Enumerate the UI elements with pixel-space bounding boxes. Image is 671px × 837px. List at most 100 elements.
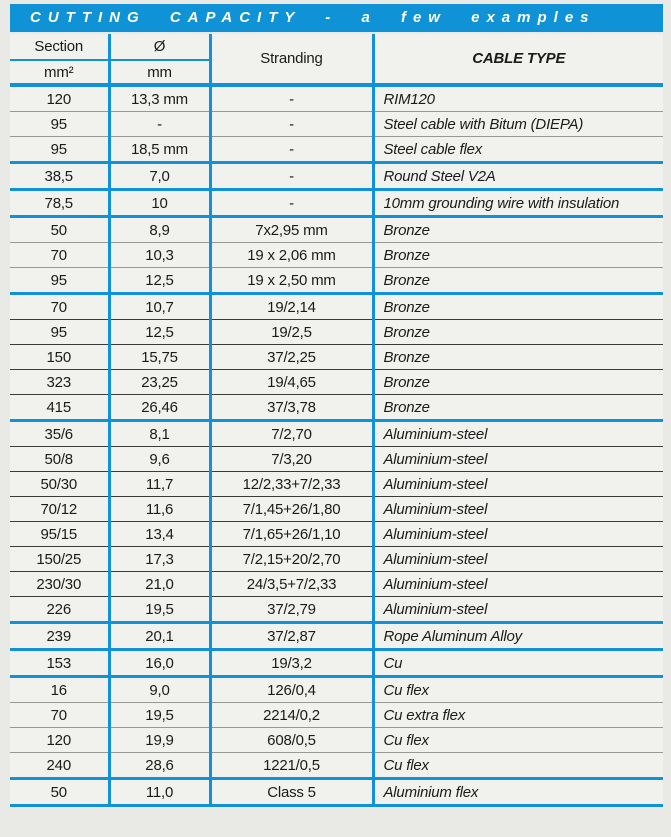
cell-stranding: - <box>210 162 375 191</box>
table-row: 153 16,0 19/3,2 Cu <box>10 649 663 678</box>
cell-cable-type: Aluminium-steel <box>373 420 663 447</box>
table-row: 239 20,1 37/2,87 Rope Aluminum Alloy <box>10 622 663 651</box>
cell-cable-type: Aluminium flex <box>373 778 663 807</box>
cell-cable-type: Cu flex <box>373 727 663 753</box>
header-cable-type: CABLE TYPE <box>373 34 663 87</box>
table-row: 38,5 7,0 - Round Steel V2A <box>10 162 663 191</box>
cell-diameter: - <box>109 111 212 137</box>
cell-stranding: 19/2,14 <box>210 293 375 320</box>
cell-cable-type: Bronze <box>373 319 663 345</box>
cell-cable-type: Bronze <box>373 369 663 395</box>
cell-section: 35/6 <box>10 420 111 447</box>
cell-diameter: 20,1 <box>109 622 212 651</box>
cell-stranding: 37/2,79 <box>210 596 375 624</box>
cell-diameter: 7,0 <box>109 162 212 191</box>
table-row: 50 8,9 7x2,95 mm Bronze <box>10 216 663 243</box>
cell-stranding: 37/2,87 <box>210 622 375 651</box>
cell-cable-type: Rope Aluminum Alloy <box>373 622 663 651</box>
cell-section: 239 <box>10 622 111 651</box>
cell-stranding: 19/4,65 <box>210 369 375 395</box>
cell-diameter: 21,0 <box>109 571 212 597</box>
cell-stranding: 24/3,5+7/2,33 <box>210 571 375 597</box>
cell-diameter: 10,7 <box>109 293 212 320</box>
cell-cable-type: Aluminium-steel <box>373 496 663 522</box>
table-row: 120 13,3 mm - RIM120 <box>10 85 663 112</box>
cell-section: 153 <box>10 649 111 678</box>
table-row: 35/6 8,1 7/2,70 Aluminium-steel <box>10 420 663 447</box>
cell-cable-type: Steel cable with Bitum (DIEPA) <box>373 111 663 137</box>
cell-section: 78,5 <box>10 189 111 218</box>
cell-cable-type: Cu extra flex <box>373 702 663 728</box>
table-row: 95 - - Steel cable with Bitum (DIEPA) <box>10 111 663 137</box>
cell-cable-type: Bronze <box>373 216 663 243</box>
table-row: 150/25 17,3 7/2,15+20/2,70 Aluminium-ste… <box>10 546 663 572</box>
cell-stranding: 19/3,2 <box>210 649 375 678</box>
cell-stranding: 7/3,20 <box>210 446 375 472</box>
cell-cable-type: Cu flex <box>373 752 663 780</box>
table-row: 70 10,3 19 x 2,06 mm Bronze <box>10 242 663 268</box>
cell-cable-type: Bronze <box>373 242 663 268</box>
header-diameter: Ø <box>109 34 212 61</box>
table-body: 120 13,3 mm - RIM120 95 - - Steel cable … <box>10 85 663 807</box>
cell-section: 120 <box>10 85 111 112</box>
cell-diameter: 9,0 <box>109 676 212 703</box>
cell-stranding: 126/0,4 <box>210 676 375 703</box>
cell-cable-type: Cu flex <box>373 676 663 703</box>
cell-diameter: 12,5 <box>109 319 212 345</box>
cell-stranding: - <box>210 136 375 164</box>
cell-diameter: 18,5 mm <box>109 136 212 164</box>
table-row: 50 11,0 Class 5 Aluminium flex <box>10 778 663 807</box>
table-row: 50/8 9,6 7/3,20 Aluminium-steel <box>10 446 663 472</box>
table-row: 95 12,5 19/2,5 Bronze <box>10 319 663 345</box>
table-row: 50/30 11,7 12/2,33+7/2,33 Aluminium-stee… <box>10 471 663 497</box>
cell-diameter: 16,0 <box>109 649 212 678</box>
cell-diameter: 15,75 <box>109 344 212 370</box>
cell-section: 95/15 <box>10 521 111 547</box>
header-section-unit: mm² <box>10 60 111 87</box>
cell-stranding: 37/3,78 <box>210 394 375 422</box>
cell-cable-type: Aluminium-steel <box>373 571 663 597</box>
cell-cable-type: Aluminium-steel <box>373 521 663 547</box>
cell-diameter: 8,9 <box>109 216 212 243</box>
cell-stranding: Class 5 <box>210 778 375 807</box>
cell-section: 95 <box>10 111 111 137</box>
table-row: 240 28,6 1221/0,5 Cu flex <box>10 752 663 780</box>
cell-diameter: 10,3 <box>109 242 212 268</box>
header-stranding: Stranding <box>210 34 375 87</box>
cell-stranding: - <box>210 111 375 137</box>
cell-diameter: 11,0 <box>109 778 212 807</box>
header-section: Section <box>10 34 111 61</box>
cell-stranding: 7/2,15+20/2,70 <box>210 546 375 572</box>
cell-stranding: 608/0,5 <box>210 727 375 753</box>
cell-diameter: 8,1 <box>109 420 212 447</box>
cell-cable-type: Bronze <box>373 293 663 320</box>
table-row: 78,5 10 - 10mm grounding wire with insul… <box>10 189 663 218</box>
cell-stranding: - <box>210 85 375 112</box>
cell-stranding: 19 x 2,50 mm <box>210 267 375 295</box>
cell-section: 50/8 <box>10 446 111 472</box>
cell-diameter: 12,5 <box>109 267 212 295</box>
cell-diameter: 28,6 <box>109 752 212 780</box>
cell-cable-type: Steel cable flex <box>373 136 663 164</box>
cell-diameter: 13,3 mm <box>109 85 212 112</box>
cell-section: 50 <box>10 216 111 243</box>
cell-stranding: 1221/0,5 <box>210 752 375 780</box>
cell-diameter: 26,46 <box>109 394 212 422</box>
table-row: 70/12 11,6 7/1,45+26/1,80 Aluminium-stee… <box>10 496 663 522</box>
cell-diameter: 9,6 <box>109 446 212 472</box>
cell-section: 95 <box>10 136 111 164</box>
table-row: 323 23,25 19/4,65 Bronze <box>10 369 663 395</box>
table-row: 226 19,5 37/2,79 Aluminium-steel <box>10 596 663 624</box>
cell-cable-type: Cu <box>373 649 663 678</box>
cell-cable-type: RIM120 <box>373 85 663 112</box>
table-row: 150 15,75 37/2,25 Bronze <box>10 344 663 370</box>
cell-stranding: 12/2,33+7/2,33 <box>210 471 375 497</box>
header-diameter-unit: mm <box>109 60 212 87</box>
cell-section: 70 <box>10 242 111 268</box>
cell-diameter: 23,25 <box>109 369 212 395</box>
cell-cable-type: Aluminium-steel <box>373 546 663 572</box>
cell-section: 323 <box>10 369 111 395</box>
cell-cable-type: Round Steel V2A <box>373 162 663 191</box>
cell-stranding: 7/1,45+26/1,80 <box>210 496 375 522</box>
table-header: Section Ø Stranding CABLE TYPE mm² mm <box>10 34 663 87</box>
